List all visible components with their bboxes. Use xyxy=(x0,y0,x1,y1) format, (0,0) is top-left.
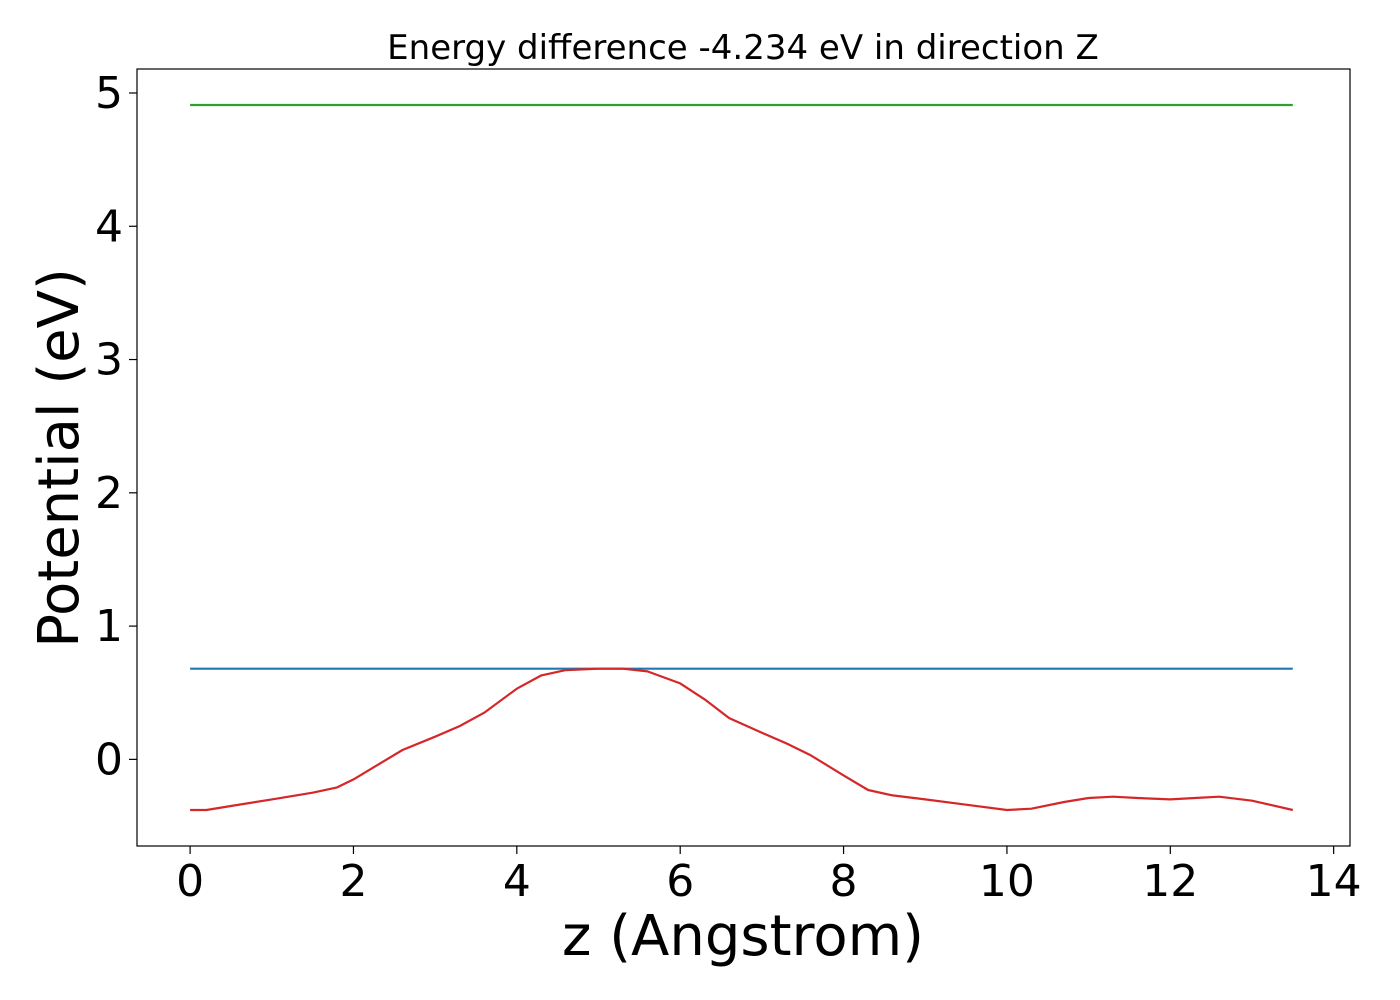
x-tick-label: 0 xyxy=(176,856,204,907)
x-tick-label: 8 xyxy=(830,856,858,907)
chart-title: Energy difference -4.234 eV in direction… xyxy=(387,28,1099,68)
y-tick-label: 4 xyxy=(95,201,123,252)
x-tick-label: 6 xyxy=(666,856,694,907)
y-tick-label: 3 xyxy=(95,335,123,386)
x-tick-label: 4 xyxy=(503,856,531,907)
series-layer xyxy=(190,103,1294,812)
y-axis-label: Potential (eV) xyxy=(27,268,92,648)
x-axis-ticks: 0 2 4 6 8 10 12 14 xyxy=(176,846,1362,907)
x-tick-label: 2 xyxy=(339,856,367,907)
y-tick-label: 0 xyxy=(95,734,123,785)
y-axis-ticks: 0 1 2 3 4 5 xyxy=(95,68,137,785)
x-tick-label: 12 xyxy=(1142,856,1198,907)
plot-area-frame xyxy=(136,68,1351,847)
series-line-2 xyxy=(190,667,1294,812)
y-tick-label: 1 xyxy=(95,601,123,652)
x-axis-label: z (Angstrom) xyxy=(562,904,924,969)
y-tick-label: 2 xyxy=(95,468,123,519)
x-tick-label: 10 xyxy=(979,856,1035,907)
y-tick-label: 5 xyxy=(95,68,123,119)
x-tick-label: 14 xyxy=(1306,856,1362,907)
